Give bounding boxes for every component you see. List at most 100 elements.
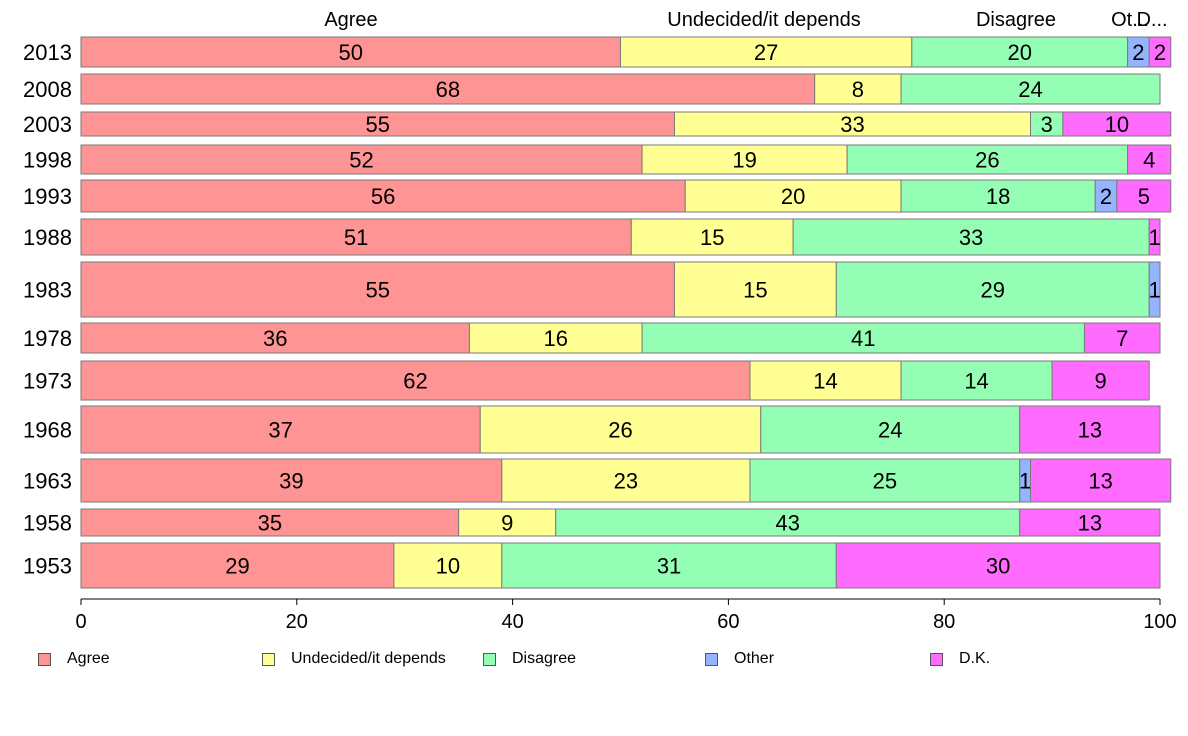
legend-swatch: [38, 652, 51, 666]
y-tick-label-1983: 1983: [23, 278, 72, 303]
bar-1978-d-k-: [1083, 322, 1161, 354]
bar-1988-undecided-it-depends: [630, 218, 794, 256]
x-tick-label-40: 40: [501, 611, 523, 633]
y-tick-label-1998: 1998: [23, 148, 72, 173]
bar-1958-agree: [80, 508, 460, 537]
data-label-1988-4: 1: [1148, 225, 1160, 250]
data-label-2003-2: 3: [1041, 112, 1053, 137]
bar-1983-disagree: [835, 261, 1150, 318]
bar-1973-agree: [80, 360, 751, 401]
data-label-1958-0: 35: [258, 511, 282, 536]
bar-1978-undecided-it-depends: [468, 322, 643, 354]
bar-1953-d-k-: [835, 542, 1161, 589]
data-label-1998-4: 4: [1143, 148, 1155, 173]
data-label-1953-4: 30: [986, 554, 1010, 579]
bar-1988-d-k-: [1148, 218, 1161, 256]
data-label-2013-1: 27: [754, 40, 778, 65]
bar-1998-undecided-it-depends: [641, 144, 848, 175]
bar-1993-undecided-it-depends: [684, 179, 902, 213]
data-label-1963-0: 39: [279, 469, 303, 494]
data-label-1968-4: 13: [1078, 418, 1102, 443]
data-label-1983-0: 55: [365, 278, 389, 303]
data-label-1983-2: 29: [981, 278, 1005, 303]
data-label-1958-2: 43: [776, 511, 800, 536]
data-label-2013-0: 50: [339, 40, 363, 65]
bar-1968-undecided-it-depends: [479, 405, 762, 454]
bar-1968-agree: [80, 405, 481, 454]
data-label-2008-2: 24: [1018, 77, 1042, 102]
data-label-1968-1: 26: [608, 418, 632, 443]
bar-1983-other: [1148, 261, 1161, 318]
x-tick-label-20: 20: [286, 611, 308, 633]
legend-label: Undecided/it depends: [291, 650, 446, 667]
data-label-2013-3: 2: [1132, 40, 1144, 65]
legend-label: Agree: [67, 650, 110, 667]
bar-1953-disagree: [501, 542, 837, 589]
bar-1988-agree: [80, 218, 632, 256]
bar-2008-undecided-it-depends: [814, 73, 902, 105]
legend-label: Disagree: [512, 650, 577, 667]
legend-item-disagree: Disagree: [483, 650, 576, 668]
data-label-1993-4: 5: [1138, 184, 1150, 209]
data-label-1988-1: 15: [700, 225, 724, 250]
bar-2003-d-k-: [1062, 111, 1172, 137]
data-label-1973-1: 14: [813, 369, 837, 394]
bar-1968-disagree: [760, 405, 1021, 454]
data-label-1978-0: 36: [263, 326, 287, 351]
legend-swatch: [930, 652, 943, 666]
data-label-2003-4: 10: [1105, 112, 1129, 137]
x-tick-label-80: 80: [933, 611, 955, 633]
data-label-1993-2: 18: [986, 184, 1010, 209]
x-tick-label-100: 100: [1143, 611, 1176, 633]
data-label-1973-4: 9: [1095, 369, 1107, 394]
bar-1998-agree: [80, 144, 643, 175]
bar-1973-undecided-it-depends: [749, 360, 902, 401]
bar-1993-disagree: [900, 179, 1096, 213]
x-tick-label-60: 60: [717, 611, 739, 633]
bar-2008-agree: [80, 73, 816, 105]
bar-1993-d-k-: [1116, 179, 1172, 213]
chart-plot: Agree Undecided/it depends Disagree Ot...D.…: [23, 9, 1177, 633]
bar-1998-disagree: [846, 144, 1129, 175]
y-tick-label-1993: 1993: [23, 184, 72, 209]
data-label-1998-1: 19: [732, 148, 756, 173]
legend-item-undecided-it-depends: Undecided/it depends: [262, 650, 446, 668]
y-tick-label-1988: 1988: [23, 225, 72, 250]
bar-2008-disagree: [900, 73, 1161, 105]
y-tick-label-2003: 2003: [23, 112, 72, 137]
data-label-1988-2: 33: [959, 225, 983, 250]
legend: Agree Undecided/it depends Disagree Other D.…: [0, 650, 1188, 676]
y-tick-label-1978: 1978: [23, 326, 72, 351]
bar-1988-disagree: [792, 218, 1150, 256]
bar-1998-d-k-: [1127, 144, 1172, 175]
top-label-2: Disagree: [976, 9, 1056, 31]
bar-1958-disagree: [555, 508, 1021, 537]
y-tick-label-2008: 2008: [23, 77, 72, 102]
data-label-1998-2: 26: [975, 148, 999, 173]
data-label-2008-0: 68: [436, 77, 460, 102]
bar-1963-d-k-: [1030, 458, 1172, 503]
data-label-1983-3: 1: [1148, 278, 1160, 303]
top-label-0: Agree: [324, 9, 377, 31]
y-tick-label-2013: 2013: [23, 40, 72, 65]
x-tick-label-0: 0: [75, 611, 86, 633]
legend-label: Other: [734, 650, 775, 667]
bar-1968-d-k-: [1019, 405, 1161, 454]
data-label-1993-3: 2: [1100, 184, 1112, 209]
data-label-1993-1: 20: [781, 184, 805, 209]
data-label-1963-2: 25: [873, 469, 897, 494]
data-label-1983-1: 15: [743, 278, 767, 303]
data-label-2008-1: 8: [852, 77, 864, 102]
legend-swatch: [705, 652, 718, 666]
legend-item-d-k-: D.K.: [930, 650, 990, 668]
data-label-1953-1: 10: [436, 554, 460, 579]
data-label-1963-3: 1: [1019, 469, 1031, 494]
bar-2013-d-k-: [1148, 36, 1172, 68]
data-label-2003-1: 33: [840, 112, 864, 137]
bar-1953-agree: [80, 542, 395, 589]
bar-1983-agree: [80, 261, 675, 318]
y-tick-label-1963: 1963: [23, 469, 72, 494]
y-tick-label-1953: 1953: [23, 554, 72, 579]
bar-2003-agree: [80, 111, 675, 137]
bar-2003-undecided-it-depends: [673, 111, 1032, 137]
